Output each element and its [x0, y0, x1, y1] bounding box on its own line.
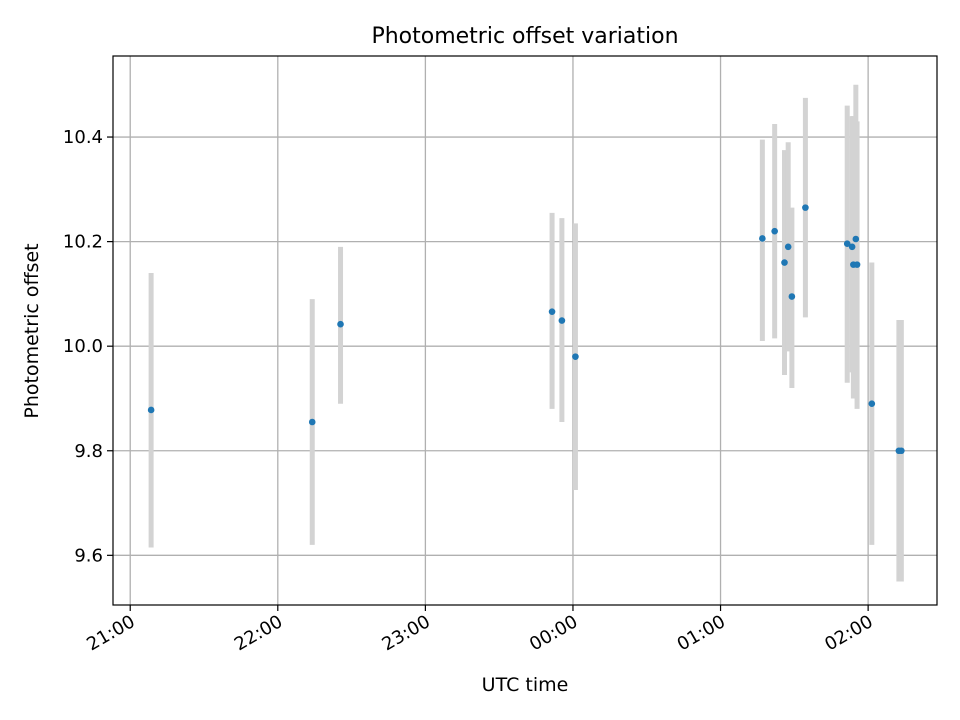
data-point — [781, 259, 788, 266]
x-tick-label: 23:00 — [378, 611, 433, 655]
x-axis: 21:00 22:00 23:00 00:00 01:00 02:00 — [83, 605, 877, 655]
x-tick-label: 01:00 — [674, 611, 729, 655]
grid — [113, 56, 937, 605]
x-tick-label: 00:00 — [526, 611, 581, 655]
data-points — [147, 204, 905, 455]
chart-title: Photometric offset variation — [371, 24, 678, 49]
data-point — [308, 418, 316, 426]
data-point — [147, 406, 155, 414]
x-tick-label: 22:00 — [231, 611, 286, 655]
data-point — [558, 317, 566, 324]
data-point — [548, 308, 556, 315]
y-tick-label: 10.2 — [63, 232, 103, 253]
y-tick-label: 10.0 — [63, 336, 103, 357]
data-point — [898, 447, 905, 455]
data-point — [848, 243, 856, 251]
x-axis-label: UTC time — [482, 674, 569, 696]
y-axis-label: Photometric offset — [21, 243, 43, 418]
data-point — [852, 235, 860, 243]
data-point — [771, 227, 778, 235]
data-point — [759, 235, 766, 242]
y-tick-label: 9.8 — [74, 441, 103, 462]
data-point — [337, 320, 344, 328]
y-tick-label: 9.6 — [74, 545, 103, 566]
data-point — [784, 243, 792, 251]
data-point — [788, 293, 796, 300]
y-tick-label: 10.4 — [63, 127, 103, 148]
data-point — [853, 261, 861, 268]
y-axis: 9.6 9.8 10.0 10.2 10.4 — [63, 127, 113, 566]
data-point — [572, 353, 579, 360]
data-point — [802, 204, 809, 211]
plot-frame — [112, 55, 938, 606]
x-tick-label: 02:00 — [821, 611, 876, 655]
x-tick-label: 21:00 — [83, 611, 138, 655]
data-point — [843, 240, 851, 248]
data-point — [868, 400, 876, 408]
error-bars — [148, 84, 904, 582]
